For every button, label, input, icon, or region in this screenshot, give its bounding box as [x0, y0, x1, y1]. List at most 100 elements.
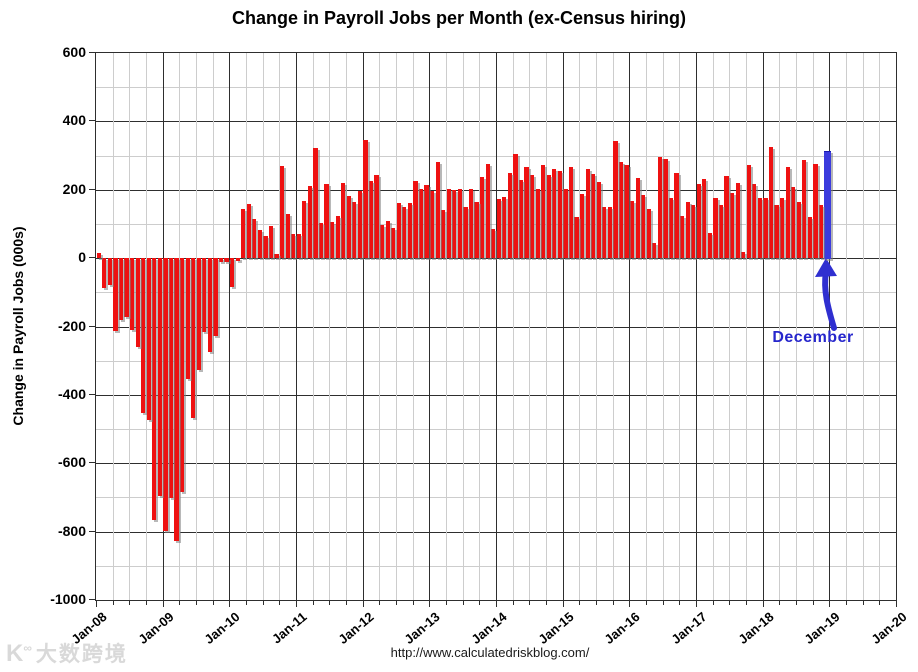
- x-gridline: [412, 53, 414, 600]
- highlight-bar-december: [823, 151, 831, 260]
- x-gridline: [879, 53, 881, 600]
- x-axis-tick: [429, 601, 431, 607]
- bar: [730, 193, 735, 259]
- bar: [380, 225, 385, 259]
- x-axis-tick: [296, 601, 297, 607]
- x-gridline: [279, 53, 281, 600]
- bar: [557, 170, 562, 259]
- y-tick-label: -600: [57, 454, 86, 471]
- x-gridline: [662, 53, 664, 600]
- x-gridline: [779, 53, 781, 600]
- bar: [446, 188, 451, 259]
- x-axis-tick: [596, 601, 597, 605]
- x-gridline: [446, 53, 447, 600]
- bar: [691, 205, 696, 259]
- bar: [441, 209, 446, 259]
- bar: [424, 184, 429, 259]
- y-axis-tick: [89, 120, 95, 122]
- x-axis-tick: [712, 601, 714, 605]
- bar: [507, 172, 512, 259]
- x-gridline: [762, 53, 764, 600]
- bar: [230, 258, 235, 288]
- bar: [263, 235, 268, 259]
- x-axis-tick: [762, 601, 764, 607]
- y-tick-label: -200: [57, 317, 86, 334]
- x-axis-tick: [662, 601, 664, 605]
- bar: [152, 258, 157, 520]
- bar: [518, 179, 524, 259]
- x-gridline: [696, 53, 697, 600]
- bar: [296, 234, 301, 259]
- footer-url[interactable]: http://www.calculatedriskblog.com/: [390, 645, 590, 660]
- bar: [668, 197, 674, 259]
- bar: [807, 217, 812, 259]
- x-gridline: [846, 53, 847, 600]
- bar: [163, 258, 168, 531]
- bar: [718, 205, 724, 259]
- bar: [363, 140, 368, 259]
- x-gridline: [229, 53, 231, 600]
- bar: [185, 258, 190, 380]
- bar: [457, 189, 462, 259]
- x-axis-tick: [679, 601, 681, 605]
- x-gridline: [546, 53, 547, 600]
- bar: [318, 223, 324, 259]
- bar: [502, 196, 507, 259]
- x-gridline: [146, 53, 147, 600]
- x-gridline: [512, 53, 514, 600]
- x-axis-tick: [729, 601, 731, 605]
- bar: [724, 176, 729, 259]
- bar: [641, 194, 646, 259]
- bar: [563, 189, 568, 259]
- december-arrow-icon: [815, 258, 837, 331]
- x-axis-tick: [579, 601, 581, 605]
- bar: [385, 220, 390, 259]
- x-gridline: [862, 53, 864, 600]
- bar: [246, 204, 251, 259]
- bar: [702, 178, 707, 259]
- bar: [174, 258, 179, 541]
- x-axis-tick: [362, 601, 364, 607]
- bar: [535, 188, 540, 259]
- bar: [324, 183, 329, 259]
- bar: [274, 254, 279, 259]
- y-axis-tick: [89, 325, 95, 327]
- bar: [268, 225, 274, 259]
- bar: [752, 184, 757, 259]
- x-axis-tick: [696, 601, 697, 607]
- bar: [135, 258, 140, 347]
- bar: [491, 229, 496, 259]
- bar: [141, 258, 146, 413]
- x-gridline: [262, 53, 264, 600]
- bar: [796, 201, 801, 259]
- x-gridline: [712, 53, 714, 600]
- x-gridline: [612, 53, 614, 600]
- bar: [357, 191, 362, 259]
- bar: [552, 168, 557, 259]
- x-axis-tick: [379, 601, 381, 605]
- x-gridline: [746, 53, 747, 600]
- bar: [652, 243, 657, 259]
- x-gridline: [829, 53, 831, 600]
- x-axis-tick: [129, 601, 131, 605]
- x-axis-tick: [829, 601, 831, 607]
- x-gridline: [296, 53, 297, 600]
- bar: [341, 182, 346, 259]
- x-axis-tick: [346, 601, 347, 605]
- x-gridline: [796, 53, 797, 600]
- bar: [113, 258, 118, 332]
- bar: [685, 202, 690, 259]
- bar: [630, 200, 635, 259]
- bar: [191, 258, 196, 418]
- x-gridline: [396, 53, 397, 600]
- x-gridline: [212, 53, 214, 600]
- x-gridline: [246, 53, 247, 600]
- bar: [196, 258, 201, 370]
- bar: [541, 165, 546, 259]
- x-axis-tick: [896, 601, 897, 607]
- x-gridline: [529, 53, 531, 600]
- bar: [252, 219, 257, 259]
- x-gridline: [179, 53, 181, 600]
- bar: [624, 165, 629, 259]
